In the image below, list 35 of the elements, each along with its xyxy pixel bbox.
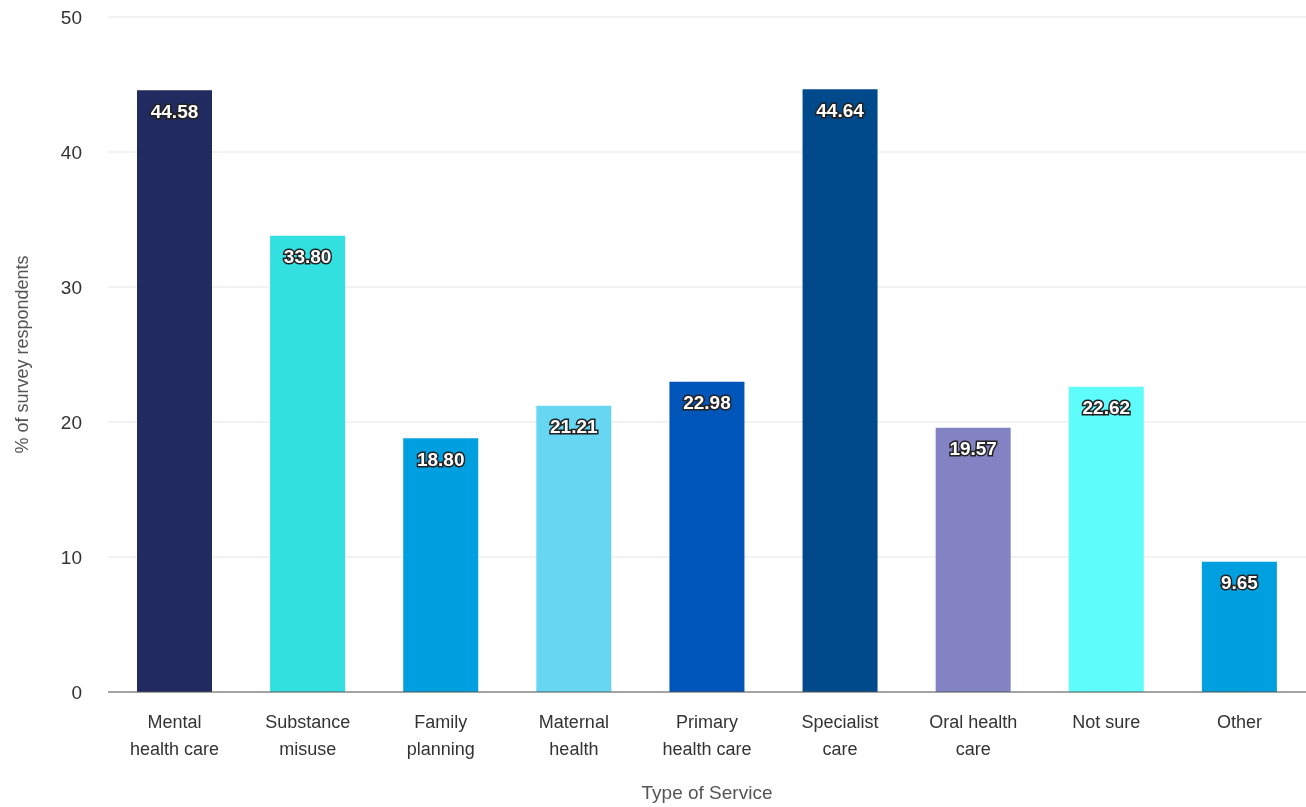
y-tick-label: 30 xyxy=(60,276,82,298)
bar xyxy=(669,381,745,692)
x-tick-label: Other xyxy=(1216,712,1262,732)
data-label: 19.57 xyxy=(949,438,997,460)
bar xyxy=(403,438,479,692)
bar xyxy=(137,90,212,692)
y-tick-label: 0 xyxy=(71,681,82,703)
x-axis-title: Type of Service xyxy=(641,782,773,803)
bar xyxy=(1068,386,1144,692)
bar xyxy=(802,89,878,692)
x-tick-label: Not sure xyxy=(1072,712,1141,732)
data-label: 44.64 xyxy=(816,99,865,121)
x-tick-label: Maternal health xyxy=(538,712,609,759)
y-tick-label: 50 xyxy=(60,6,82,28)
data-label: 18.80 xyxy=(416,448,465,470)
data-label: 44.58 xyxy=(150,100,199,122)
data-label: 21.21 xyxy=(550,416,599,438)
data-label: 33.80 xyxy=(283,246,332,268)
x-tick-label: Specialist care xyxy=(801,712,879,759)
data-label: 9.65 xyxy=(1220,572,1259,594)
x-tick-label: Oral health care xyxy=(929,712,1018,759)
y-tick-label: 20 xyxy=(60,411,82,433)
bar xyxy=(1201,561,1277,692)
bar xyxy=(935,427,1011,692)
x-tick-label: Primary health care xyxy=(662,712,752,759)
bar xyxy=(536,405,612,692)
x-tick-label: Mental health care xyxy=(130,712,220,759)
x-tick-label: Family planning xyxy=(406,712,475,759)
y-tick-label: 10 xyxy=(60,546,82,568)
bar xyxy=(270,235,346,692)
x-tick-label: Substance misuse xyxy=(265,712,351,759)
y-axis-title: % of survey respondents xyxy=(12,255,33,454)
y-tick-label: 40 xyxy=(60,141,82,163)
data-label: 22.62 xyxy=(1082,397,1131,419)
data-label: 22.98 xyxy=(683,392,731,414)
